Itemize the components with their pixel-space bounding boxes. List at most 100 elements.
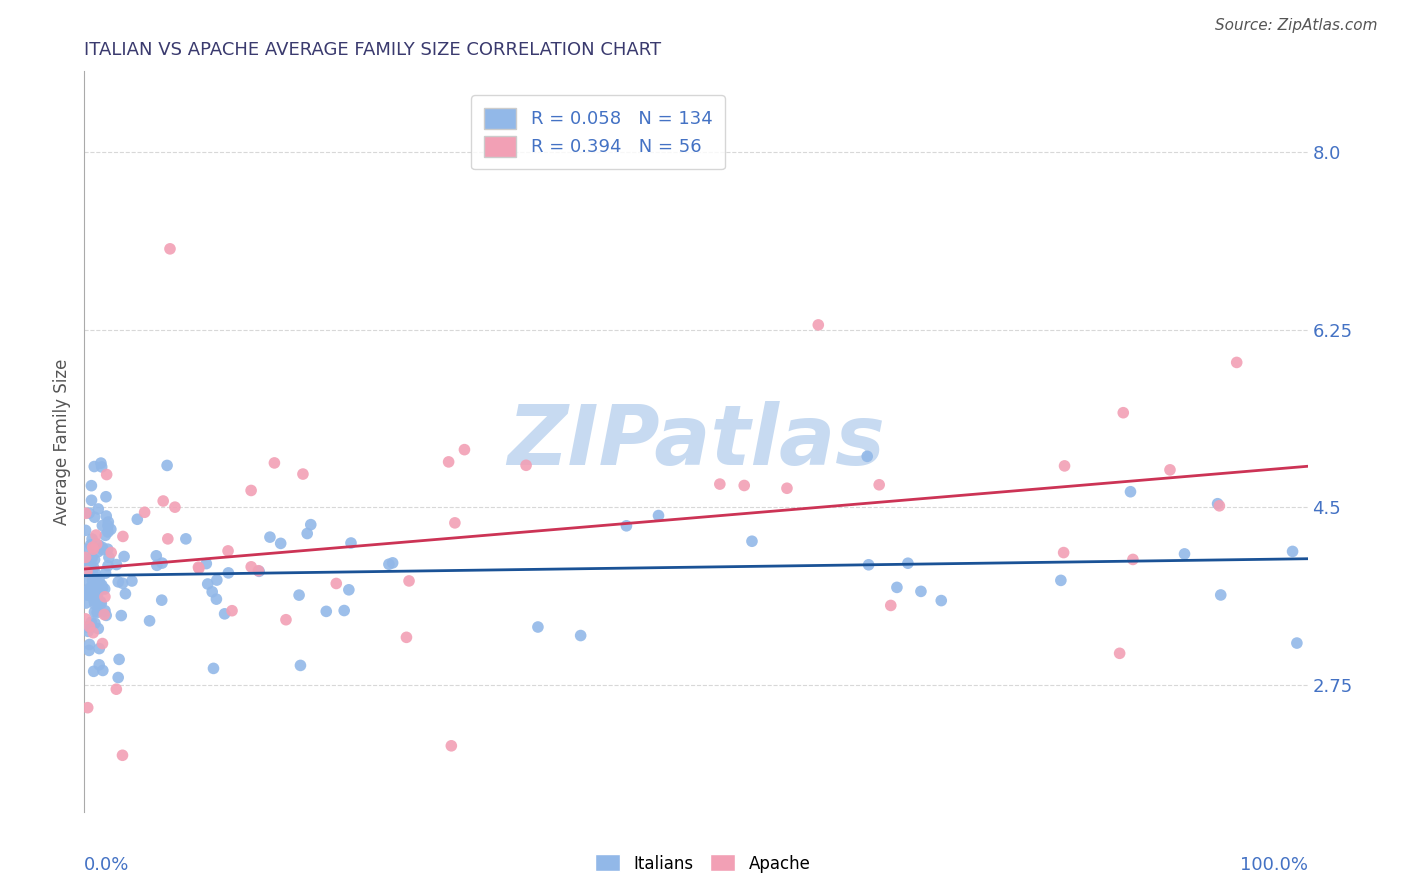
- Point: [79, 620, 101, 634]
- Point: [97, 550, 120, 565]
- Point: [94, 590, 117, 604]
- Point: [299, 517, 322, 532]
- Point: [156, 532, 179, 546]
- Point: [111, 576, 134, 591]
- Point: [87, 538, 110, 552]
- Point: [163, 500, 186, 515]
- Point: [1209, 588, 1232, 602]
- Point: [134, 505, 156, 519]
- Point: [107, 671, 129, 685]
- Point: [1206, 497, 1229, 511]
- Point: [444, 516, 467, 530]
- Point: [83, 605, 105, 619]
- Point: [221, 604, 243, 618]
- Point: [910, 584, 932, 599]
- Point: [80, 493, 103, 508]
- Point: [1050, 574, 1073, 588]
- Point: [86, 606, 108, 620]
- Point: [100, 545, 122, 559]
- Point: [145, 549, 167, 563]
- Point: [87, 622, 110, 636]
- Point: [94, 490, 117, 504]
- Point: [337, 582, 360, 597]
- Point: [1281, 544, 1303, 558]
- Point: [90, 459, 112, 474]
- Point: [159, 242, 181, 256]
- Point: [79, 638, 101, 652]
- Point: [105, 558, 128, 572]
- Point: [195, 557, 218, 571]
- Point: [75, 506, 97, 520]
- Point: [291, 467, 314, 481]
- Point: [76, 542, 98, 557]
- Point: [100, 522, 122, 536]
- Legend: R = 0.058   N = 134, R = 0.394   N = 56: R = 0.058 N = 134, R = 0.394 N = 56: [471, 95, 725, 169]
- Point: [97, 558, 120, 573]
- Point: [75, 553, 97, 567]
- Point: [111, 748, 134, 763]
- Point: [776, 481, 799, 495]
- Point: [96, 608, 118, 623]
- Point: [76, 573, 98, 587]
- Point: [110, 608, 132, 623]
- Point: [82, 542, 104, 557]
- Point: [378, 558, 401, 572]
- Point: [80, 551, 103, 566]
- Point: [202, 661, 225, 675]
- Point: [83, 594, 105, 608]
- Point: [86, 593, 108, 607]
- Point: [87, 545, 110, 559]
- Point: [77, 588, 100, 602]
- Point: [205, 573, 228, 587]
- Point: [453, 442, 475, 457]
- Point: [91, 541, 114, 555]
- Point: [325, 576, 347, 591]
- Text: Source: ZipAtlas.com: Source: ZipAtlas.com: [1215, 18, 1378, 33]
- Point: [187, 560, 209, 574]
- Point: [75, 583, 97, 598]
- Point: [217, 544, 239, 558]
- Point: [91, 581, 114, 595]
- Point: [1208, 499, 1230, 513]
- Point: [174, 532, 197, 546]
- Point: [440, 739, 463, 753]
- Point: [77, 643, 100, 657]
- Point: [290, 658, 312, 673]
- Point: [83, 510, 105, 524]
- Point: [111, 529, 134, 543]
- Point: [77, 624, 100, 639]
- Point: [83, 565, 105, 579]
- Point: [93, 607, 115, 622]
- Point: [90, 456, 112, 470]
- Point: [83, 560, 105, 574]
- Point: [647, 508, 669, 523]
- Point: [75, 524, 97, 538]
- Point: [112, 549, 135, 564]
- Point: [217, 566, 239, 580]
- Point: [1122, 552, 1144, 566]
- Point: [94, 528, 117, 542]
- Point: [79, 581, 101, 595]
- Point: [138, 614, 160, 628]
- Point: [733, 478, 755, 492]
- Point: [381, 556, 404, 570]
- Point: [437, 455, 460, 469]
- Point: [121, 574, 143, 588]
- Point: [86, 571, 108, 585]
- Point: [90, 594, 112, 608]
- Point: [1053, 458, 1076, 473]
- Point: [82, 566, 104, 581]
- Point: [240, 483, 263, 498]
- Point: [97, 524, 120, 539]
- Point: [156, 458, 179, 473]
- Point: [84, 528, 107, 542]
- Point: [897, 556, 920, 570]
- Point: [76, 565, 98, 579]
- Point: [1173, 547, 1195, 561]
- Point: [86, 587, 108, 601]
- Point: [83, 665, 105, 679]
- Point: [105, 682, 128, 697]
- Point: [84, 616, 107, 631]
- Point: [80, 562, 103, 576]
- Point: [201, 584, 224, 599]
